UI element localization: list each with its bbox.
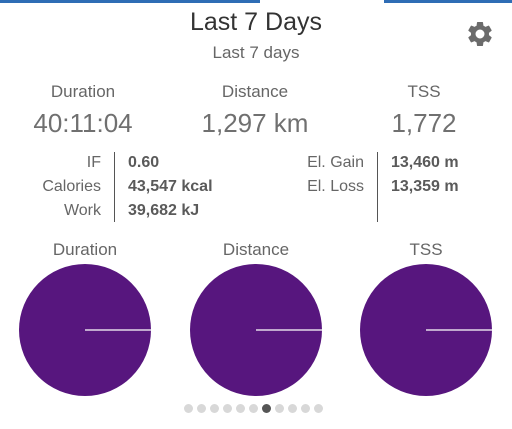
stat-value: 40:11:04	[33, 108, 133, 138]
accent-segment	[384, 0, 512, 3]
divider	[114, 152, 115, 222]
stat-distance: Distance 1,297 km	[170, 82, 340, 139]
stat-label: Duration	[50, 82, 116, 101]
metric-value: 13,359 m	[391, 178, 459, 195]
metric-label: El. Gain	[307, 154, 364, 171]
metrics-right-labels: El. Gain El. Loss	[260, 151, 364, 199]
page-dot[interactable]	[275, 404, 284, 413]
metric-value: 0.60	[128, 154, 160, 171]
metric-label: IF	[86, 154, 101, 171]
metric-value: 13,460 m	[391, 154, 459, 171]
gear-icon[interactable]	[465, 19, 495, 49]
page-title: Last 7 Days	[189, 8, 322, 36]
accent-segment	[0, 0, 260, 3]
page-dot[interactable]	[288, 404, 297, 413]
pie-label-tss: TSS	[409, 240, 443, 259]
page-dot[interactable]	[223, 404, 232, 413]
page-dot[interactable]	[197, 404, 206, 413]
metric-label: Calories	[42, 178, 101, 195]
page-dot[interactable]	[210, 404, 219, 413]
top-accent-bar	[0, 0, 512, 4]
pie-label-duration: Duration	[52, 240, 118, 259]
divider	[377, 152, 378, 222]
page-dot[interactable]	[301, 404, 310, 413]
metric-value: 39,682 kJ	[128, 202, 200, 219]
page-dot[interactable]	[262, 404, 271, 413]
pie-chart-tss[interactable]	[360, 264, 492, 396]
page-dot[interactable]	[314, 404, 323, 413]
metric-value: 43,547 kcal	[128, 178, 213, 195]
metrics-right-values: 13,460 m 13,359 m	[391, 151, 459, 199]
page-dot[interactable]	[249, 404, 258, 413]
page-indicator	[184, 404, 323, 414]
stat-value: 1,297 km	[201, 108, 309, 138]
pie-chart-duration[interactable]	[19, 264, 151, 396]
page-subtitle: Last 7 days	[212, 43, 300, 62]
pie-label-distance: Distance	[222, 240, 290, 259]
page-dot[interactable]	[184, 404, 193, 413]
stat-duration: Duration 40:11:04	[0, 82, 168, 139]
pie-chart-distance[interactable]	[190, 264, 322, 396]
stat-tss: TSS 1,772	[339, 82, 509, 139]
metrics-left-values: 0.60 43,547 kcal 39,682 kJ	[128, 151, 213, 223]
metric-label: El. Loss	[307, 178, 364, 195]
stat-value: 1,772	[391, 108, 457, 138]
metric-label: Work	[63, 202, 101, 219]
metrics-left-labels: IF Calories Work	[0, 151, 101, 223]
stat-label: TSS	[407, 82, 441, 101]
page-dot[interactable]	[236, 404, 245, 413]
stat-label: Distance	[221, 82, 289, 101]
